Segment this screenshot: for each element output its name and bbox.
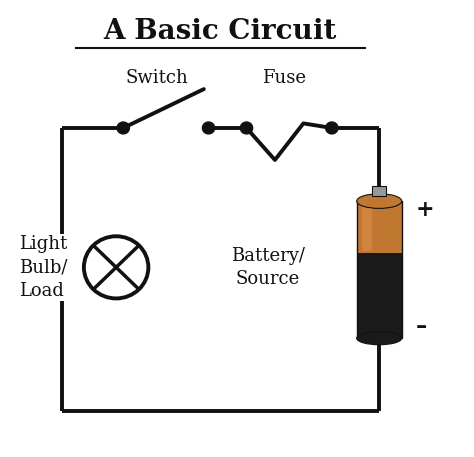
- Text: Battery/
Source: Battery/ Source: [231, 246, 305, 288]
- FancyBboxPatch shape: [356, 201, 402, 253]
- FancyBboxPatch shape: [356, 253, 402, 338]
- Circle shape: [326, 122, 338, 134]
- Text: A Basic Circuit: A Basic Circuit: [104, 18, 337, 46]
- Circle shape: [202, 122, 215, 134]
- Text: Switch: Switch: [125, 69, 188, 87]
- Circle shape: [240, 122, 253, 134]
- Text: –: –: [416, 316, 427, 338]
- Text: +: +: [416, 199, 435, 221]
- FancyBboxPatch shape: [362, 203, 372, 251]
- Ellipse shape: [357, 332, 402, 345]
- Text: Light
Bulb/
Load: Light Bulb/ Load: [19, 235, 67, 300]
- Ellipse shape: [357, 194, 402, 208]
- Text: Fuse: Fuse: [263, 69, 306, 87]
- FancyBboxPatch shape: [373, 186, 386, 196]
- Circle shape: [117, 122, 129, 134]
